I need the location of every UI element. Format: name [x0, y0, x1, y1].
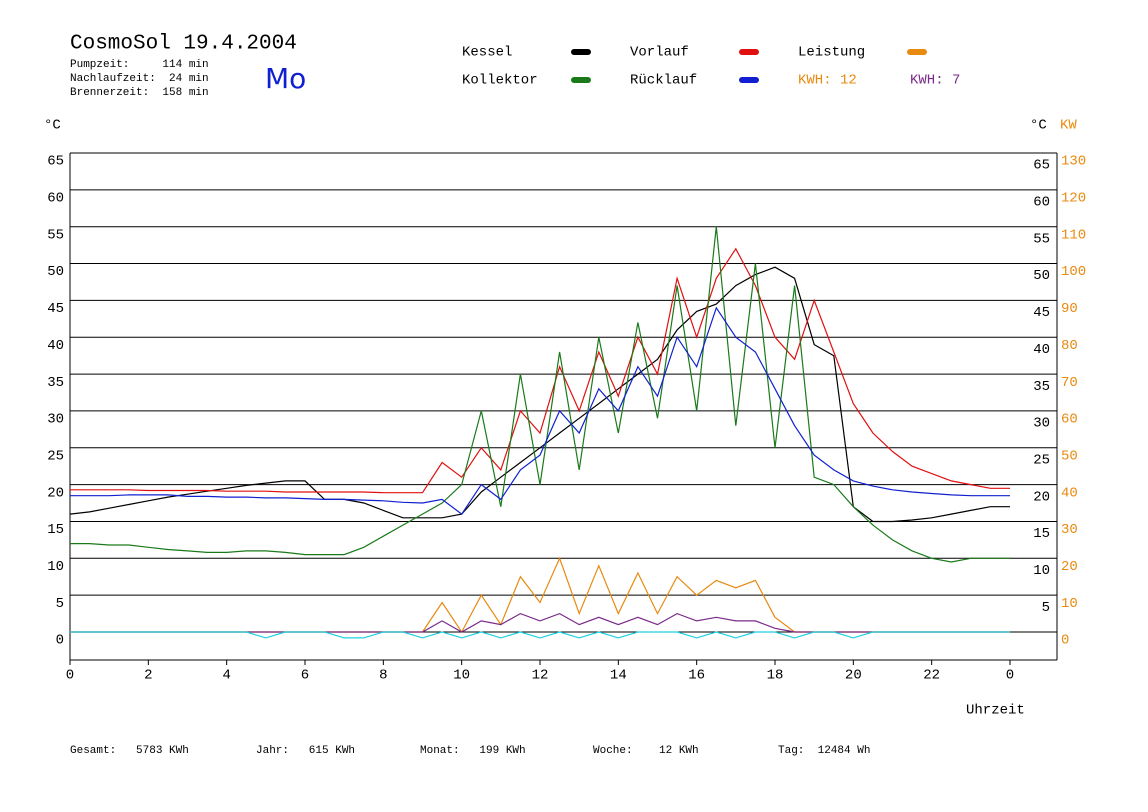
kwh-label: KWH: 7 — [910, 73, 960, 89]
series-line — [70, 226, 1010, 563]
y-tick-label-right: 20 — [1033, 489, 1050, 505]
legend-label: Kollektor — [462, 73, 538, 89]
y-tick-label: 65 — [47, 154, 64, 170]
x-tick-label: 10 — [453, 668, 470, 684]
x-tick-label: 6 — [301, 668, 309, 684]
footer-stat: Tag: 12484 Wh — [778, 745, 870, 757]
y2-tick-label: 20 — [1061, 559, 1078, 575]
y2-tick-label: 70 — [1061, 375, 1078, 391]
legend-label: Vorlauf — [630, 45, 689, 61]
info-line: Nachlaufzeit: 24 min — [70, 73, 209, 85]
y-tick-label-right: 45 — [1033, 305, 1050, 321]
y2-tick-label: 130 — [1061, 154, 1086, 170]
y-tick-label: 5 — [56, 596, 64, 612]
y-tick-label: 15 — [47, 522, 64, 538]
series-line — [70, 631, 1010, 639]
y2-tick-label: 40 — [1061, 485, 1078, 501]
chart-title: CosmoSol 19.4.2004 — [70, 33, 297, 56]
y-tick-label-right: 55 — [1033, 231, 1050, 247]
y-tick-label: 25 — [47, 448, 64, 464]
y-tick-label: 55 — [47, 227, 64, 243]
y2-tick-label: 120 — [1061, 191, 1086, 207]
legend-label: Rücklauf — [630, 73, 697, 89]
y2-tick-label: 60 — [1061, 412, 1078, 428]
y-tick-label-right: 50 — [1033, 268, 1050, 284]
y-tick-label-right: 10 — [1033, 563, 1050, 579]
x-tick-label: 0 — [1006, 668, 1014, 684]
y2-tick-label: 30 — [1061, 522, 1078, 538]
y2-tick-label: 80 — [1061, 338, 1078, 354]
y-tick-label-right: 30 — [1033, 416, 1050, 432]
y2-tick-label: 110 — [1061, 227, 1086, 243]
y-tick-label: 20 — [47, 485, 64, 501]
x-tick-label: 0 — [66, 668, 74, 684]
y-axis-label-right: °C — [1030, 118, 1047, 134]
series-line — [70, 247, 1010, 494]
info-line: Brennerzeit: 158 min — [70, 87, 209, 99]
footer-stat: Monat: 199 KWh — [420, 745, 526, 757]
x-tick-label: 16 — [688, 668, 705, 684]
y2-tick-label: 50 — [1061, 448, 1078, 464]
y-tick-label-right: 60 — [1033, 195, 1050, 211]
y-tick-label: 10 — [47, 559, 64, 575]
day-label: Mo — [265, 62, 306, 95]
x-tick-label: 20 — [845, 668, 862, 684]
y-tick-label-right: 35 — [1033, 379, 1050, 395]
y-tick-label: 0 — [56, 633, 64, 649]
y2-tick-label: 100 — [1061, 264, 1086, 280]
y2-tick-label: 0 — [1061, 633, 1069, 649]
series-line — [70, 306, 1010, 515]
y2-tick-label: 90 — [1061, 301, 1078, 317]
x-tick-label: 2 — [144, 668, 152, 684]
x-tick-label: 22 — [923, 668, 940, 684]
y-tick-label: 35 — [47, 375, 64, 391]
x-tick-label: 14 — [610, 668, 627, 684]
y-tick-label-right: 40 — [1033, 342, 1050, 358]
footer-stat: Woche: 12 KWh — [593, 745, 699, 757]
x-axis-label: Uhrzeit — [966, 703, 1025, 719]
legend-label: Kessel — [462, 45, 512, 61]
y-tick-label-right: 25 — [1033, 452, 1050, 468]
y-tick-label: 60 — [47, 191, 64, 207]
legend-label: Leistung — [798, 45, 865, 61]
y2-tick-label: 10 — [1061, 596, 1078, 612]
x-tick-label: 8 — [379, 668, 387, 684]
x-tick-label: 18 — [767, 668, 784, 684]
y-tick-label-right: 15 — [1033, 526, 1050, 542]
y-tick-label: 30 — [47, 412, 64, 428]
series-line — [70, 612, 1010, 633]
y-tick-label-right: 5 — [1042, 600, 1050, 616]
info-line: Pumpzeit: 114 min — [70, 59, 209, 71]
y-tick-label: 45 — [47, 301, 64, 317]
y-axis-label: °C — [44, 118, 61, 134]
x-tick-label: 12 — [532, 668, 549, 684]
y-tick-label: 40 — [47, 338, 64, 354]
x-tick-label: 4 — [222, 668, 230, 684]
y-tick-label-right: 65 — [1033, 158, 1050, 174]
kwh-label: KWH: 12 — [798, 73, 857, 89]
footer-stat: Gesamt: 5783 KWh — [70, 745, 189, 757]
y-tick-label: 50 — [47, 264, 64, 280]
footer-stat: Jahr: 615 KWh — [256, 745, 355, 757]
y2-axis-label: KW — [1060, 118, 1077, 134]
